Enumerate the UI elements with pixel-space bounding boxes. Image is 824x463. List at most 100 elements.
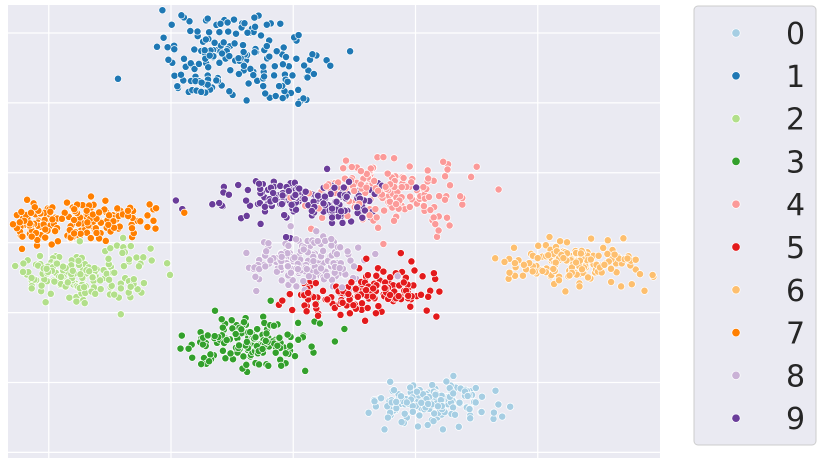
point-class-8 xyxy=(343,247,352,256)
point-class-4 xyxy=(431,220,440,229)
point-class-2 xyxy=(116,310,125,319)
point-class-3 xyxy=(294,335,303,344)
point-class-0 xyxy=(428,381,437,390)
point-class-0 xyxy=(390,386,398,395)
point-class-7 xyxy=(145,200,154,209)
point-class-3 xyxy=(205,357,214,366)
point-class-4 xyxy=(322,182,331,191)
data-points xyxy=(9,6,658,434)
point-class-5 xyxy=(386,291,395,299)
point-class-5 xyxy=(372,271,381,280)
point-class-8 xyxy=(354,243,363,252)
point-class-2 xyxy=(125,255,134,264)
point-class-7 xyxy=(149,216,158,225)
point-class-5 xyxy=(353,292,362,301)
point-class-1 xyxy=(215,28,224,37)
point-class-3 xyxy=(218,323,227,332)
point-class-2 xyxy=(139,253,148,262)
point-class-3 xyxy=(246,328,255,337)
point-class-4 xyxy=(429,213,438,222)
point-class-9 xyxy=(282,233,291,242)
point-class-0 xyxy=(442,377,451,386)
point-class-4 xyxy=(446,181,454,190)
point-class-6 xyxy=(612,268,621,277)
point-class-3 xyxy=(261,336,270,345)
point-class-5 xyxy=(379,267,388,276)
point-class-1 xyxy=(212,76,221,85)
point-class-1 xyxy=(283,77,292,86)
point-class-0 xyxy=(491,386,500,395)
point-class-7 xyxy=(46,207,55,216)
point-class-9 xyxy=(260,202,269,211)
point-class-1 xyxy=(215,58,224,67)
point-class-6 xyxy=(519,260,528,269)
point-class-7 xyxy=(41,233,50,242)
point-class-6 xyxy=(538,267,547,275)
point-class-5 xyxy=(407,257,416,266)
point-class-9 xyxy=(215,199,224,207)
point-class-3 xyxy=(315,319,324,328)
point-class-7 xyxy=(83,218,92,227)
point-class-6 xyxy=(636,270,644,279)
point-class-3 xyxy=(330,337,339,346)
point-class-6 xyxy=(648,271,657,279)
point-class-0 xyxy=(392,397,401,406)
point-class-4 xyxy=(407,178,416,187)
point-class-5 xyxy=(417,290,425,299)
point-class-0 xyxy=(477,408,486,416)
point-class-6 xyxy=(584,273,592,282)
point-class-6 xyxy=(603,236,612,245)
point-class-7 xyxy=(104,220,113,229)
point-class-5 xyxy=(345,309,354,318)
point-class-9 xyxy=(347,217,356,226)
point-class-1 xyxy=(163,43,172,52)
point-class-1 xyxy=(190,65,199,73)
point-class-3 xyxy=(184,344,193,353)
point-class-1 xyxy=(197,78,206,87)
point-class-0 xyxy=(430,409,439,418)
point-class-9 xyxy=(328,213,337,222)
point-class-5 xyxy=(369,284,378,293)
legend-label-5: 5 xyxy=(786,231,805,266)
point-class-8 xyxy=(299,245,308,254)
point-class-2 xyxy=(74,256,83,265)
point-class-1 xyxy=(159,33,168,42)
point-class-9 xyxy=(337,207,346,216)
point-class-6 xyxy=(534,241,543,250)
point-class-2 xyxy=(88,273,97,282)
point-class-5 xyxy=(406,302,415,311)
point-class-9 xyxy=(234,181,243,189)
point-class-7 xyxy=(70,205,79,214)
point-class-2 xyxy=(37,281,46,290)
point-class-8 xyxy=(286,268,295,277)
point-class-9 xyxy=(271,195,280,204)
point-class-3 xyxy=(283,330,292,339)
point-class-1 xyxy=(197,87,206,96)
legend-label-9: 9 xyxy=(786,402,805,437)
point-class-0 xyxy=(386,377,395,386)
point-class-6 xyxy=(491,254,500,263)
point-class-2 xyxy=(118,248,127,257)
point-class-1 xyxy=(224,27,233,36)
point-class-5 xyxy=(338,298,347,307)
point-class-9 xyxy=(277,200,286,209)
point-class-7 xyxy=(124,206,132,215)
point-class-7 xyxy=(27,208,35,217)
point-class-3 xyxy=(206,350,215,359)
point-class-3 xyxy=(217,315,226,324)
point-class-3 xyxy=(273,341,282,350)
point-class-0 xyxy=(423,421,432,429)
point-class-6 xyxy=(561,287,570,296)
point-class-8 xyxy=(350,262,358,271)
point-class-8 xyxy=(335,264,344,273)
point-class-4 xyxy=(443,213,451,222)
point-class-4 xyxy=(405,203,414,211)
point-class-5 xyxy=(371,309,380,318)
point-class-9 xyxy=(242,196,251,205)
point-class-1 xyxy=(194,59,203,68)
point-class-7 xyxy=(143,223,152,231)
point-class-4 xyxy=(374,186,383,195)
point-class-2 xyxy=(104,254,113,263)
point-class-2 xyxy=(129,275,138,284)
